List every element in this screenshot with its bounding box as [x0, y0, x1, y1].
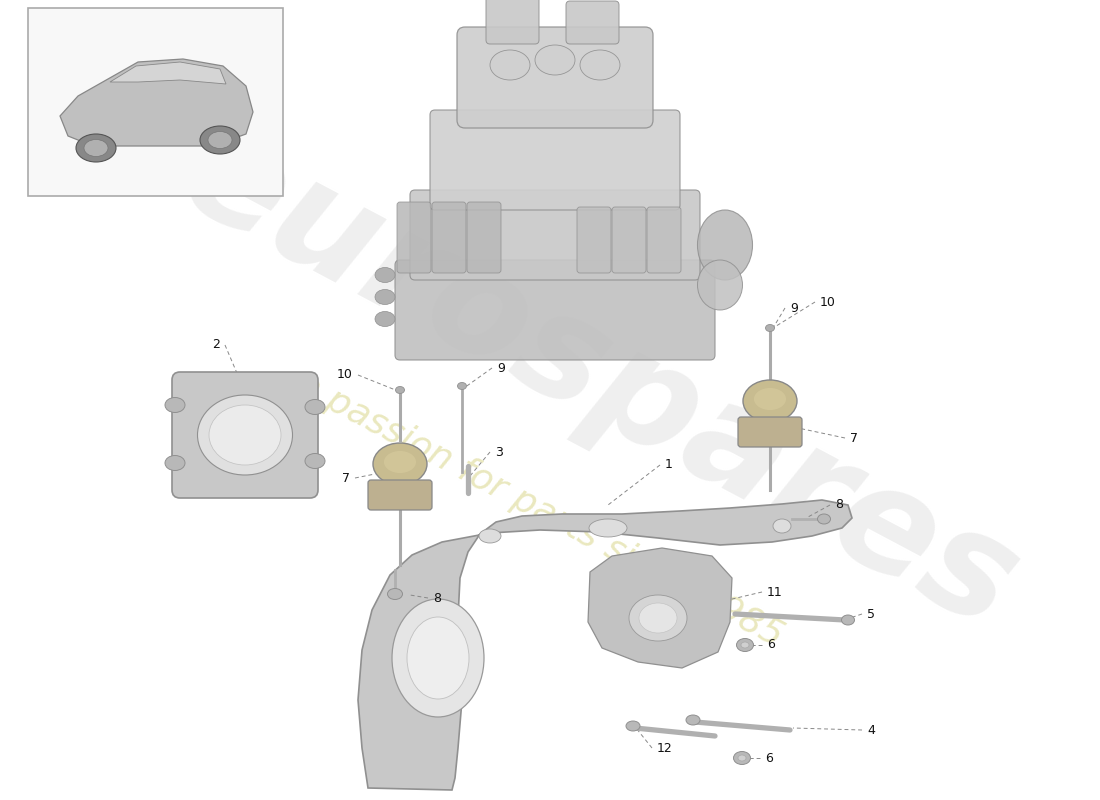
Ellipse shape — [738, 755, 746, 761]
Ellipse shape — [375, 311, 395, 326]
FancyBboxPatch shape — [578, 207, 610, 273]
Ellipse shape — [208, 131, 232, 149]
Ellipse shape — [773, 519, 791, 533]
Polygon shape — [110, 62, 226, 84]
Ellipse shape — [588, 519, 627, 537]
Ellipse shape — [375, 290, 395, 305]
Ellipse shape — [165, 398, 185, 413]
Text: 5: 5 — [867, 607, 875, 621]
Text: 6: 6 — [764, 751, 773, 765]
Text: 8: 8 — [835, 498, 843, 511]
Polygon shape — [588, 548, 732, 668]
Ellipse shape — [387, 589, 403, 599]
Text: 9: 9 — [497, 362, 505, 374]
FancyBboxPatch shape — [172, 372, 318, 498]
Ellipse shape — [697, 210, 752, 280]
FancyBboxPatch shape — [456, 27, 653, 128]
Ellipse shape — [198, 395, 293, 475]
Ellipse shape — [375, 267, 395, 282]
FancyBboxPatch shape — [612, 207, 646, 273]
Text: 9: 9 — [790, 302, 798, 314]
Ellipse shape — [384, 451, 416, 473]
Ellipse shape — [407, 617, 469, 699]
Text: 1: 1 — [666, 458, 673, 471]
FancyBboxPatch shape — [432, 202, 466, 273]
Text: 8: 8 — [433, 591, 441, 605]
Text: 10: 10 — [820, 295, 836, 309]
Ellipse shape — [734, 751, 750, 765]
Ellipse shape — [754, 388, 786, 410]
FancyBboxPatch shape — [395, 260, 715, 360]
Ellipse shape — [626, 721, 640, 731]
Bar — [28, 8, 283, 196]
Text: eurospares: eurospares — [160, 102, 1041, 658]
Ellipse shape — [741, 642, 749, 648]
Text: 7: 7 — [850, 431, 858, 445]
FancyBboxPatch shape — [738, 417, 802, 447]
Ellipse shape — [76, 134, 116, 162]
Ellipse shape — [629, 595, 688, 641]
Text: 10: 10 — [337, 369, 353, 382]
Ellipse shape — [490, 50, 530, 80]
FancyBboxPatch shape — [566, 1, 619, 44]
Polygon shape — [60, 59, 253, 146]
Text: 6: 6 — [767, 638, 774, 651]
FancyBboxPatch shape — [410, 190, 700, 280]
FancyBboxPatch shape — [486, 0, 539, 44]
Ellipse shape — [305, 399, 324, 414]
Ellipse shape — [200, 126, 240, 154]
Ellipse shape — [580, 50, 620, 80]
Ellipse shape — [305, 454, 324, 469]
Ellipse shape — [535, 45, 575, 75]
Ellipse shape — [84, 139, 108, 157]
FancyBboxPatch shape — [397, 202, 431, 273]
Ellipse shape — [697, 260, 742, 310]
Ellipse shape — [478, 529, 500, 543]
Text: 2: 2 — [212, 338, 220, 351]
Text: 12: 12 — [657, 742, 673, 754]
Ellipse shape — [737, 638, 754, 651]
Ellipse shape — [392, 599, 484, 717]
Text: 7: 7 — [342, 471, 350, 485]
Polygon shape — [358, 500, 852, 790]
FancyBboxPatch shape — [647, 207, 681, 273]
Ellipse shape — [842, 615, 855, 625]
FancyBboxPatch shape — [368, 480, 432, 510]
Ellipse shape — [817, 514, 830, 524]
Ellipse shape — [458, 382, 466, 390]
Text: 4: 4 — [867, 723, 875, 737]
Ellipse shape — [766, 325, 774, 331]
Text: 11: 11 — [767, 586, 783, 598]
Ellipse shape — [686, 715, 700, 725]
Ellipse shape — [639, 603, 676, 633]
Ellipse shape — [165, 455, 185, 470]
Text: 3: 3 — [495, 446, 503, 458]
Text: a passion for parts since 1985: a passion for parts since 1985 — [292, 367, 789, 653]
Ellipse shape — [373, 443, 427, 485]
FancyBboxPatch shape — [430, 110, 680, 210]
Ellipse shape — [396, 386, 405, 394]
Ellipse shape — [209, 405, 280, 465]
FancyBboxPatch shape — [468, 202, 500, 273]
Ellipse shape — [742, 380, 797, 422]
